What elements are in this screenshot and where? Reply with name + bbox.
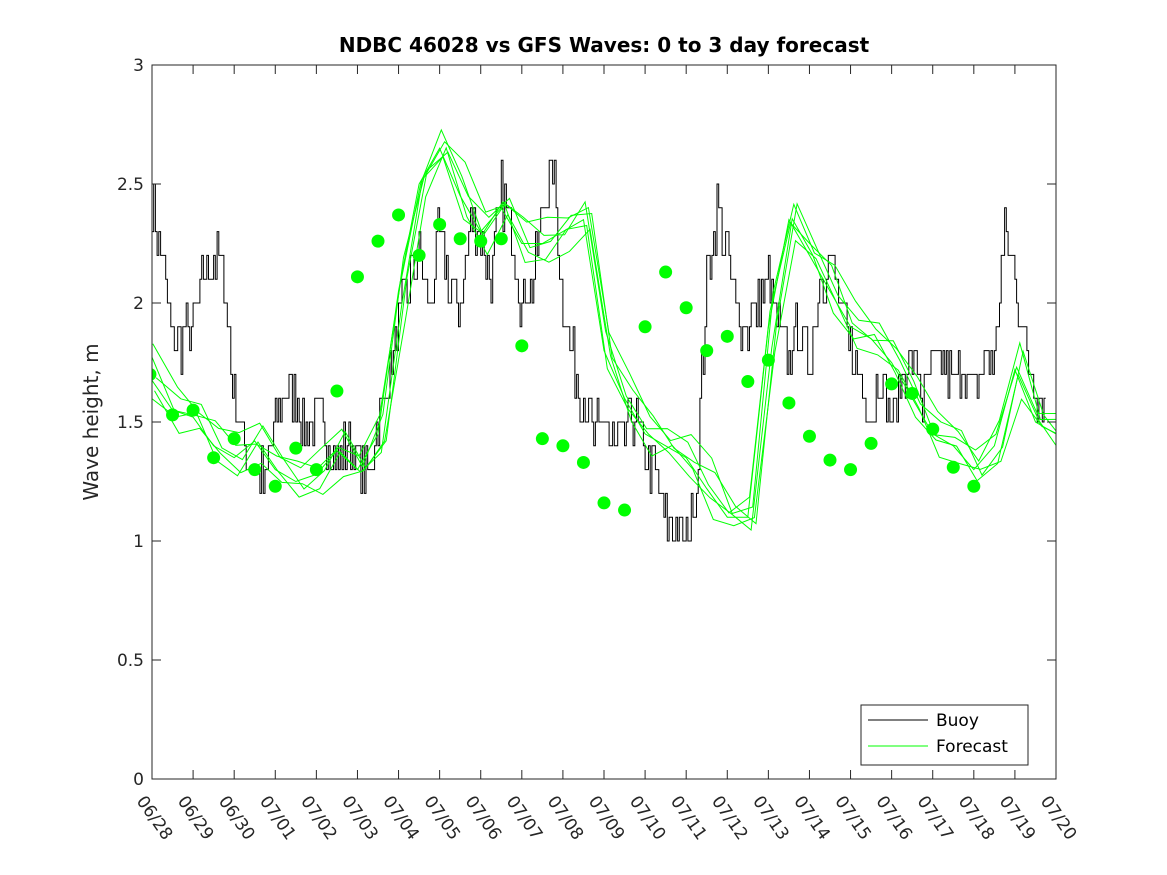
y-axis-label: Wave height, m	[79, 343, 103, 500]
forecast-marker	[885, 377, 899, 391]
x-tick-label: 07/15	[830, 792, 874, 844]
forecast-marker	[152, 368, 157, 381]
series-layer	[152, 128, 1056, 542]
forecast-marker	[905, 386, 919, 400]
y-tick-label: 2.5	[117, 175, 144, 195]
forecast-marker	[330, 384, 344, 398]
x-tick-label: 07/02	[296, 792, 340, 844]
y-tick-label: 1	[133, 532, 144, 552]
forecast-marker	[289, 441, 303, 455]
forecast-marker	[392, 208, 406, 222]
forecast-marker	[802, 429, 816, 443]
forecast-marker	[186, 403, 200, 417]
x-tick-label: 07/13	[748, 792, 792, 844]
forecast-marker	[638, 320, 652, 334]
legend-box	[860, 704, 1029, 766]
legend: Buoy Forecast	[860, 704, 1029, 766]
forecast-marker	[535, 432, 549, 446]
forecast-marker	[946, 460, 960, 474]
y-tick-label: 3	[133, 56, 144, 76]
x-tick-label: 07/06	[461, 792, 505, 844]
forecast-marker	[248, 463, 262, 477]
forecast-marker	[556, 439, 570, 453]
x-tick-label: 07/19	[995, 792, 1039, 844]
buoy-line	[152, 159, 1046, 542]
forecast-marker	[720, 329, 734, 343]
y-axis: 0 0.5 1 1.5 2 2.5 3	[117, 56, 1056, 790]
forecast-marker	[597, 496, 611, 510]
forecast-marker	[515, 339, 529, 353]
forecast-marker	[618, 503, 632, 517]
y-tick-label: 0	[133, 770, 144, 790]
x-tick-label: 07/16	[872, 792, 916, 844]
forecast-marker	[761, 353, 775, 367]
x-tick-label: 07/10	[625, 792, 669, 844]
forecast-marker	[453, 232, 467, 246]
forecast-marker	[844, 463, 858, 477]
x-tick-label: 07/08	[543, 792, 587, 844]
x-tick-label: 07/11	[666, 792, 710, 844]
legend-forecast-label: Forecast	[936, 737, 1008, 757]
x-tick-label: 07/07	[502, 792, 546, 844]
x-tick-label: 06/28	[132, 792, 176, 844]
chart-title: NDBC 46028 vs GFS Waves: 0 to 3 day fore…	[339, 33, 870, 57]
forecast-marker	[494, 232, 508, 246]
forecast-marker	[474, 234, 488, 248]
forecast-marker	[741, 375, 755, 389]
forecast-marker	[700, 344, 714, 358]
forecast-marker	[412, 248, 426, 262]
forecast-marker	[823, 453, 837, 467]
x-tick-label: 07/20	[1036, 792, 1080, 844]
forecast-marker	[166, 408, 180, 422]
x-tick-label: 07/14	[789, 792, 833, 844]
x-tick-label: 07/12	[707, 792, 751, 844]
forecast-marker	[679, 301, 693, 315]
x-tick-label: 06/29	[173, 792, 217, 844]
forecast-marker	[309, 463, 323, 477]
forecast-marker	[350, 270, 364, 284]
x-tick-label: 07/17	[913, 792, 957, 844]
legend-buoy-label: Buoy	[936, 711, 979, 731]
forecast-marker	[207, 451, 221, 465]
x-tick-label: 07/04	[378, 792, 422, 844]
x-tick-label: 06/30	[214, 792, 258, 844]
forecast-line-3	[152, 155, 1056, 531]
forecast-marker	[864, 436, 878, 450]
forecast-marker	[227, 432, 241, 446]
forecast-marker	[576, 455, 590, 469]
x-tick-label: 07/03	[337, 792, 381, 844]
forecast-marker	[782, 396, 796, 410]
y-tick-label: 2	[133, 294, 144, 314]
forecast-line-2	[152, 128, 1056, 514]
x-tick-label: 07/18	[954, 792, 998, 844]
forecast-marker	[433, 217, 447, 231]
y-tick-label: 1.5	[117, 413, 144, 433]
forecast-marker	[371, 234, 385, 248]
forecast-line-1	[152, 147, 1056, 518]
x-tick-label: 07/01	[255, 792, 299, 844]
x-tick-label: 07/09	[584, 792, 628, 844]
forecast-marker	[926, 422, 940, 436]
forecast-marker	[967, 479, 981, 493]
y-tick-label: 0.5	[117, 651, 144, 671]
forecast-marker	[268, 479, 282, 493]
x-tick-label: 07/05	[420, 792, 464, 844]
forecast-marker	[659, 265, 673, 279]
